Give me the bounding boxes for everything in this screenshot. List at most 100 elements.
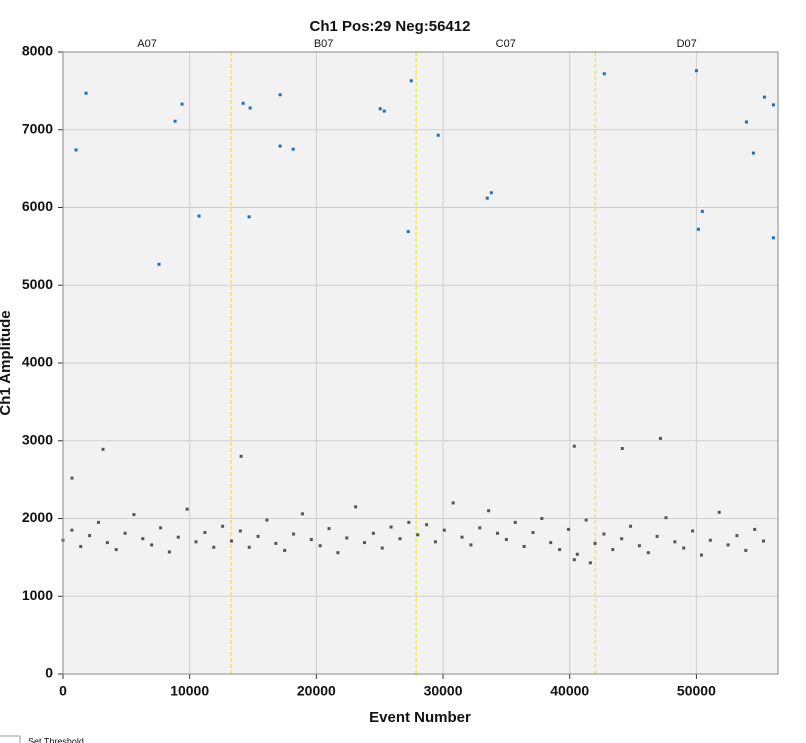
plot-border [62, 51, 779, 675]
droplet [566, 527, 570, 531]
droplet [318, 544, 322, 548]
droplet [531, 530, 535, 534]
droplet [212, 545, 216, 549]
droplet [433, 540, 437, 544]
droplet [549, 541, 553, 545]
droplet [398, 537, 402, 541]
droplet [300, 512, 304, 516]
droplet [70, 528, 74, 532]
droplet [123, 531, 127, 535]
y-tick-label: 3000 [22, 431, 53, 447]
droplet [478, 526, 482, 530]
droplet [691, 529, 695, 533]
droplet [345, 536, 349, 540]
y-tick-label: 1000 [22, 587, 53, 603]
points [61, 69, 775, 565]
droplet [88, 534, 92, 538]
droplet [575, 552, 579, 556]
droplet [194, 540, 198, 544]
y-tick-label: 4000 [22, 354, 53, 370]
droplet [451, 501, 455, 505]
droplet [74, 148, 78, 152]
droplet [646, 551, 650, 555]
droplet [239, 454, 243, 458]
droplet [584, 518, 588, 522]
y-tick-label: 0 [45, 665, 53, 681]
droplet [744, 548, 748, 552]
droplet [658, 436, 662, 440]
droplet [602, 532, 606, 536]
droplet [79, 544, 83, 548]
droplet [558, 548, 562, 552]
droplet [382, 109, 386, 113]
droplet [278, 144, 282, 148]
y-tick-label: 6000 [22, 198, 53, 214]
droplet [460, 535, 464, 539]
droplet [141, 537, 145, 541]
droplet [700, 209, 704, 213]
x-tick-label: 10000 [170, 683, 209, 699]
droplet [726, 543, 730, 547]
droplet [173, 119, 177, 123]
droplet [336, 551, 340, 555]
droplet [771, 103, 775, 107]
droplet [241, 101, 245, 105]
droplet [708, 538, 712, 542]
droplet [278, 93, 282, 97]
droplet [101, 447, 105, 451]
y-tick-label: 8000 [22, 43, 53, 59]
droplet [84, 91, 88, 95]
droplet [389, 525, 393, 529]
droplet [588, 561, 592, 565]
droplet [696, 227, 700, 231]
droplet [327, 527, 331, 531]
y-tick-label: 5000 [22, 276, 53, 292]
x-tick-label: 50000 [677, 683, 716, 699]
droplet [247, 215, 251, 219]
droplet [150, 543, 154, 547]
y-axis-label: Ch1 Amplitude [0, 310, 14, 415]
droplet [485, 196, 489, 200]
droplet [489, 191, 493, 195]
droplet [309, 537, 313, 541]
checkbox[interactable] [0, 735, 21, 743]
droplet [371, 531, 375, 535]
well-label: B07 [314, 38, 334, 50]
droplet [717, 510, 721, 514]
droplet [655, 534, 659, 538]
droplet [699, 553, 703, 557]
droplet [185, 507, 189, 511]
droplet [380, 546, 384, 550]
droplet [620, 447, 624, 451]
well-label: D07 [677, 38, 697, 50]
droplet [513, 520, 517, 524]
droplet [611, 548, 615, 552]
droplet [180, 102, 184, 106]
droplet [762, 95, 766, 99]
droplet [176, 535, 180, 539]
droplet [274, 541, 278, 545]
droplet [673, 540, 677, 544]
droplet [354, 505, 358, 509]
droplet [735, 534, 739, 538]
x-tick-label: 40000 [550, 683, 589, 699]
droplet [620, 537, 624, 541]
droplet [762, 539, 766, 543]
x-axis-label: Event Number [369, 709, 471, 726]
droplet [629, 524, 633, 528]
droplet [753, 527, 757, 531]
droplet [442, 528, 446, 532]
droplet [378, 107, 382, 111]
droplet [406, 230, 410, 234]
droplet [292, 532, 296, 536]
droplet [744, 120, 748, 124]
droplet [540, 517, 544, 520]
droplet [247, 545, 251, 549]
droplet [637, 544, 641, 548]
x-tick-label: 20000 [297, 683, 336, 699]
droplet [751, 151, 755, 155]
droplet [487, 509, 491, 513]
droplet [436, 133, 440, 137]
droplet [197, 214, 201, 218]
